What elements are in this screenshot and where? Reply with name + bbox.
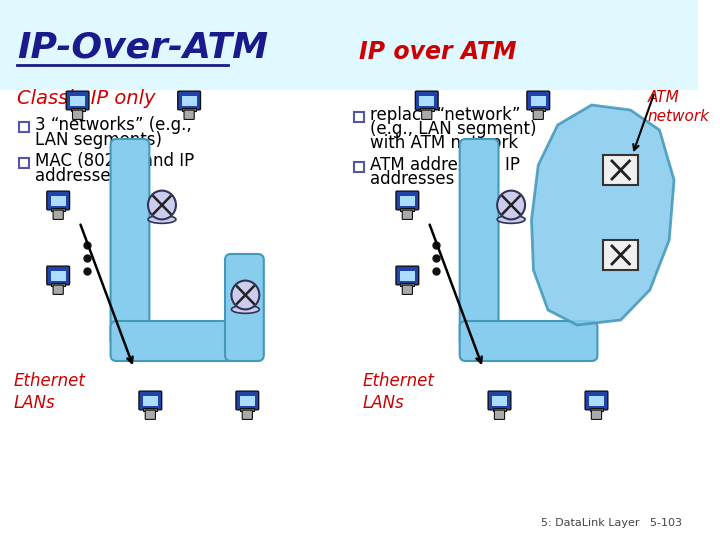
FancyBboxPatch shape [236,391,258,410]
Text: replace “network”: replace “network” [369,106,520,124]
Text: Classic IP only: Classic IP only [17,89,156,107]
Circle shape [148,191,176,219]
Bar [19,122,29,132]
FancyBboxPatch shape [242,410,253,420]
FancyBboxPatch shape [459,139,498,346]
FancyBboxPatch shape [143,396,158,407]
Ellipse shape [148,215,176,224]
Text: ATM addresses, IP: ATM addresses, IP [369,156,520,174]
Bar [420,108,433,111]
Ellipse shape [231,306,259,313]
Bar [51,208,65,211]
Bar [71,108,84,111]
Text: MAC (802.3) and IP: MAC (802.3) and IP [35,152,194,170]
FancyBboxPatch shape [181,96,197,106]
FancyBboxPatch shape [495,410,505,420]
Bar [354,162,364,172]
Bar [19,158,29,168]
FancyBboxPatch shape [396,266,419,285]
FancyBboxPatch shape [53,285,63,294]
FancyBboxPatch shape [400,195,415,206]
FancyBboxPatch shape [531,96,546,106]
Text: 3 “networks” (e.g.,: 3 “networks” (e.g., [35,116,192,134]
FancyBboxPatch shape [47,266,70,285]
FancyBboxPatch shape [145,410,156,420]
FancyBboxPatch shape [534,110,544,119]
FancyBboxPatch shape [400,271,415,281]
FancyBboxPatch shape [589,396,604,407]
Bar [531,108,545,111]
FancyBboxPatch shape [459,321,598,361]
FancyBboxPatch shape [527,91,549,110]
Bar [492,408,506,410]
Text: (e.g., LAN segment): (e.g., LAN segment) [369,120,536,138]
FancyBboxPatch shape [603,155,638,185]
Text: Ethernet
LANs: Ethernet LANs [14,372,86,412]
FancyBboxPatch shape [402,210,413,219]
Text: IP-Over-ATM: IP-Over-ATM [17,30,269,64]
FancyBboxPatch shape [402,285,413,294]
FancyBboxPatch shape [73,110,83,119]
FancyBboxPatch shape [66,91,89,110]
FancyBboxPatch shape [50,195,66,206]
FancyBboxPatch shape [240,396,255,407]
Text: IP over ATM: IP over ATM [359,40,516,64]
Text: addresses: addresses [369,170,454,188]
FancyBboxPatch shape [178,91,200,110]
FancyBboxPatch shape [349,0,698,90]
FancyBboxPatch shape [53,210,63,219]
FancyBboxPatch shape [184,110,194,119]
Bar [354,112,364,122]
FancyBboxPatch shape [0,0,349,90]
FancyBboxPatch shape [422,110,432,119]
FancyBboxPatch shape [111,321,248,361]
Text: addresses: addresses [35,167,120,185]
Text: ATM
network: ATM network [648,90,710,124]
FancyBboxPatch shape [488,391,510,410]
Text: with ATM network: with ATM network [369,134,518,152]
Polygon shape [531,105,674,325]
FancyBboxPatch shape [225,254,264,361]
FancyBboxPatch shape [70,96,85,106]
Bar [240,408,254,410]
Bar [400,283,414,286]
Bar [143,408,157,410]
FancyBboxPatch shape [603,240,638,270]
Text: LAN segments): LAN segments) [35,131,162,149]
Bar [400,208,414,211]
FancyBboxPatch shape [396,191,419,210]
FancyBboxPatch shape [47,191,70,210]
Circle shape [497,191,525,219]
FancyBboxPatch shape [591,410,602,420]
FancyBboxPatch shape [492,396,507,407]
FancyBboxPatch shape [111,139,149,346]
FancyBboxPatch shape [415,91,438,110]
Text: Ethernet
LANs: Ethernet LANs [363,372,435,412]
Text: 5: DataLink Layer   5-103: 5: DataLink Layer 5-103 [541,518,682,528]
Ellipse shape [497,215,525,224]
FancyBboxPatch shape [139,391,162,410]
FancyBboxPatch shape [50,271,66,281]
FancyBboxPatch shape [585,391,608,410]
Bar [51,283,65,286]
FancyBboxPatch shape [419,96,434,106]
Bar [182,108,196,111]
Bar [590,408,603,410]
Circle shape [231,281,259,309]
